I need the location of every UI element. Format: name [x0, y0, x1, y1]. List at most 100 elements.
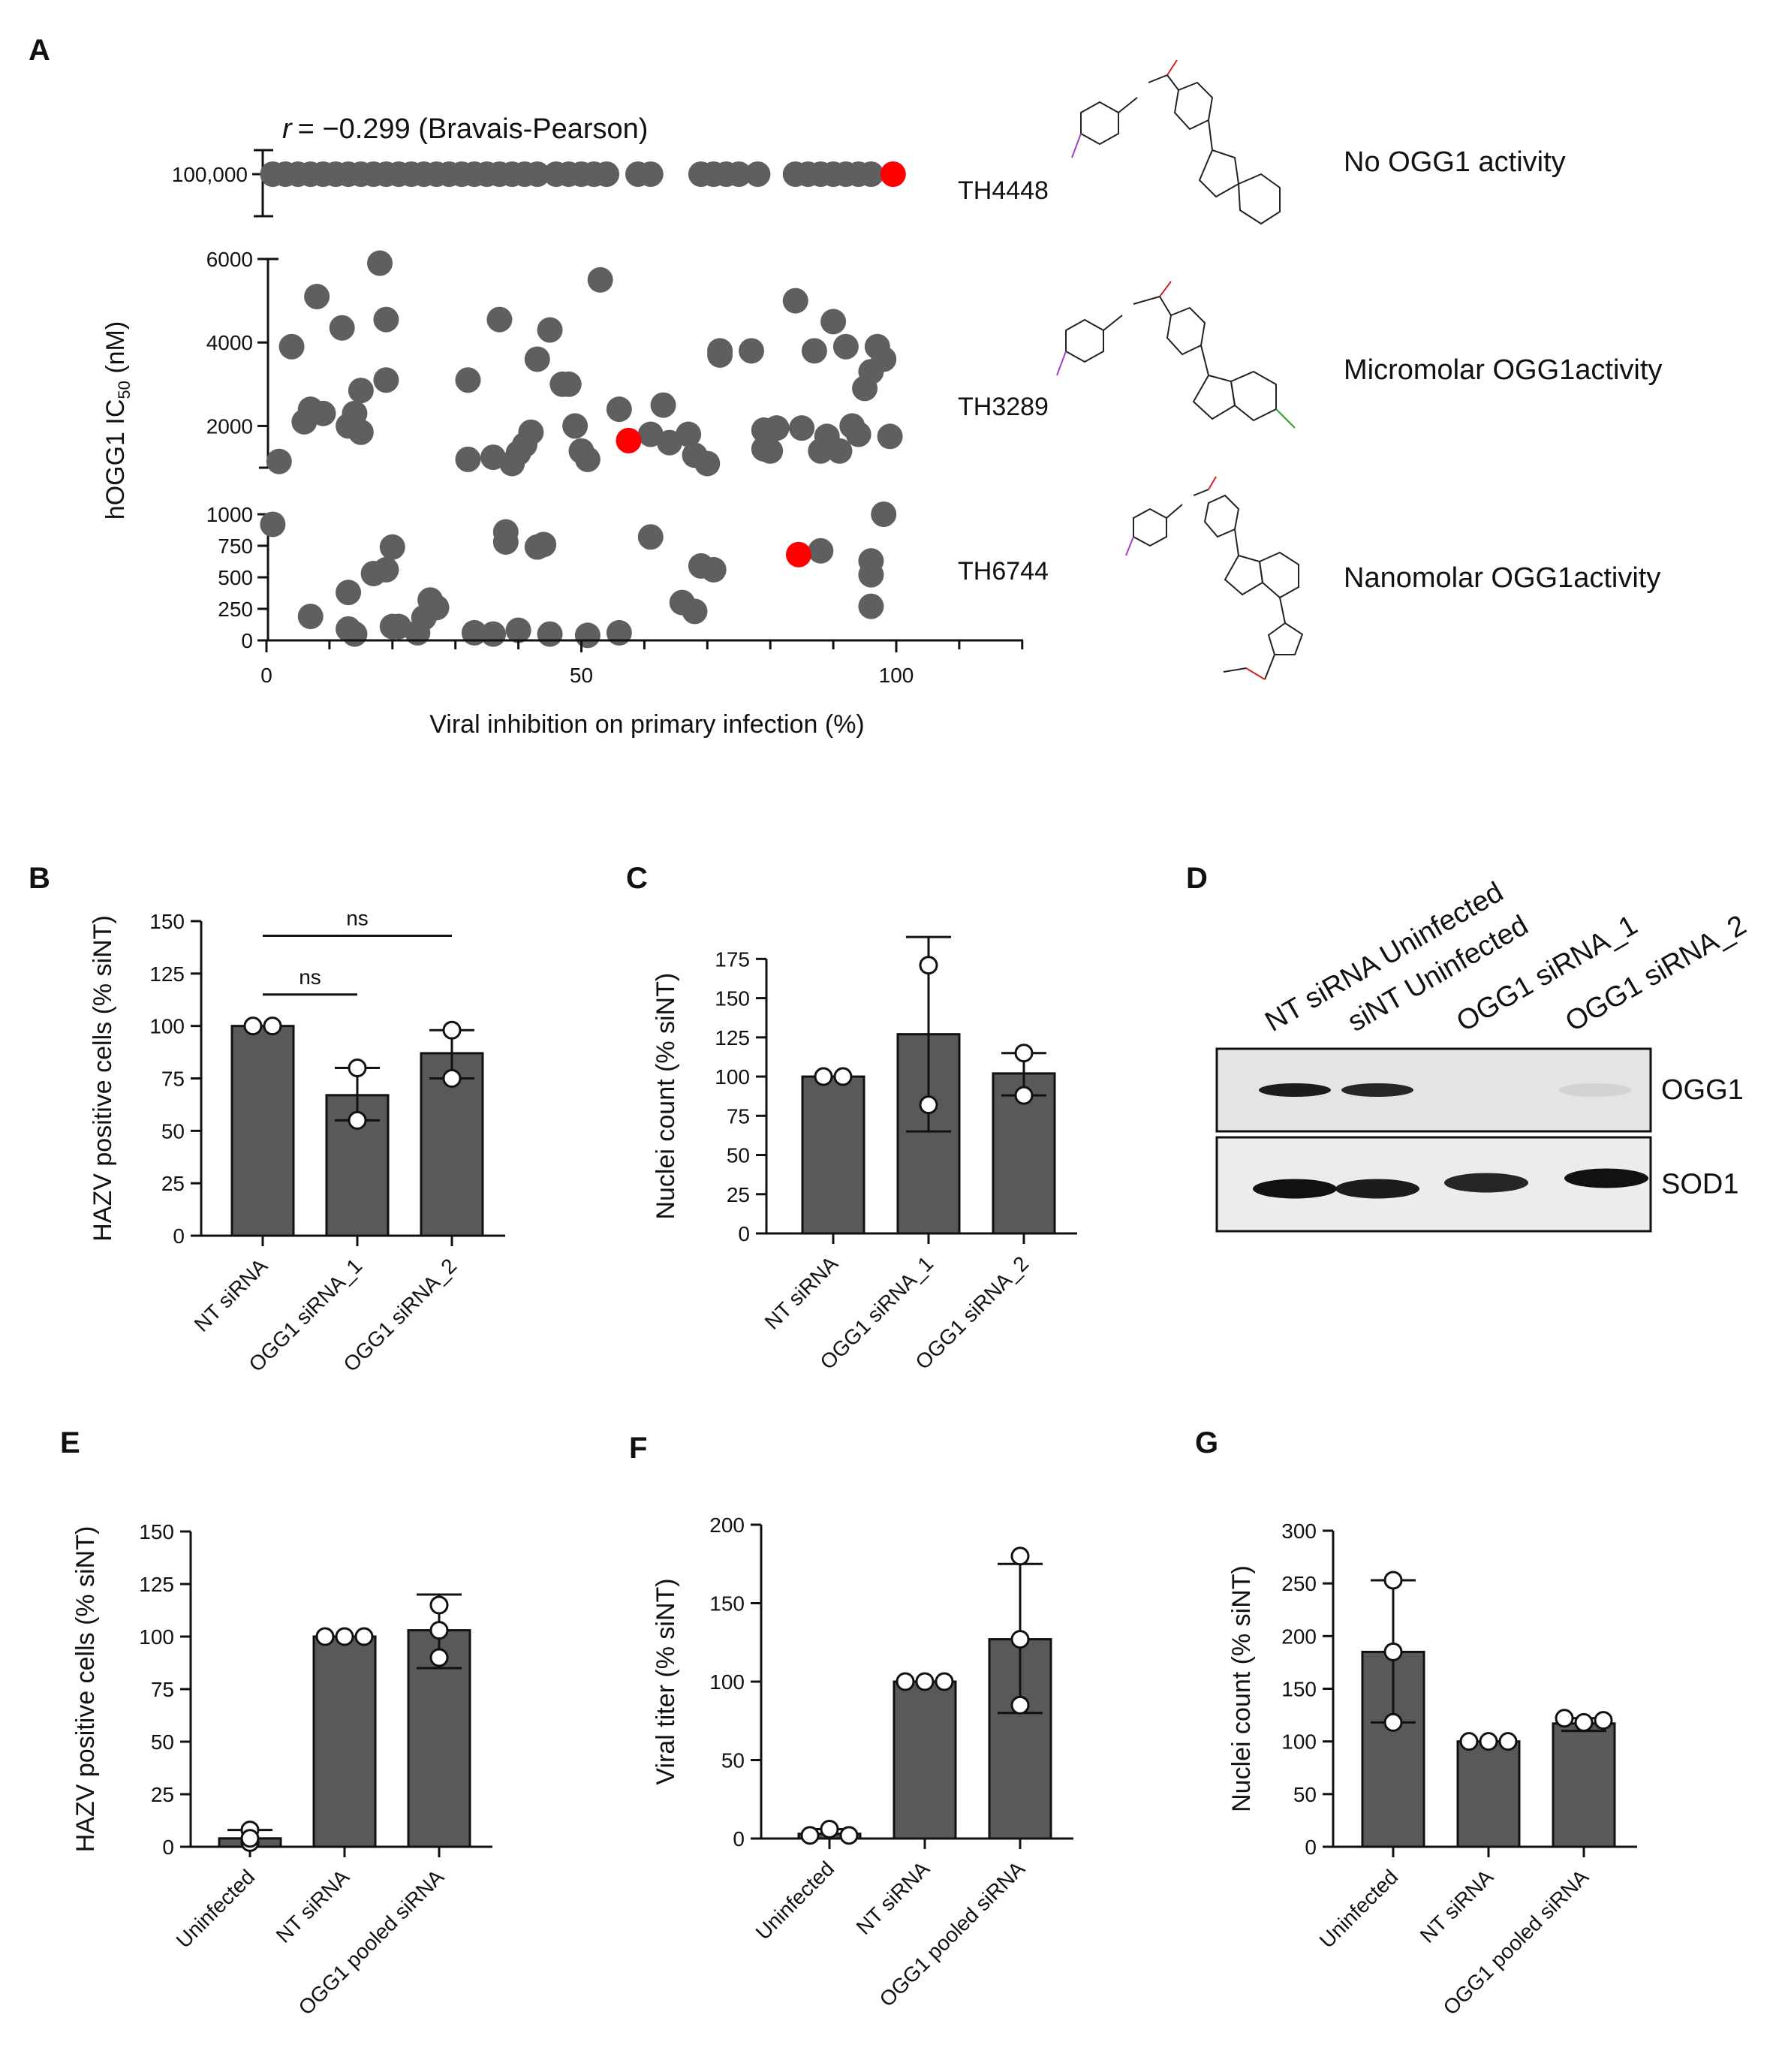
y-axis-label: HAZV positive cells (% siNT) [89, 915, 117, 1242]
data-point [278, 333, 305, 360]
replicate-point [814, 1067, 833, 1086]
data-point [858, 548, 884, 574]
y-axis-label: Nuclei count (% siNT) [652, 973, 680, 1220]
replicate-point [348, 1110, 367, 1130]
y-axis-label: HAZV positive cells (% siNT) [71, 1526, 100, 1853]
y-tick-label: 50 [151, 1730, 174, 1754]
y-tick-label: 250 [218, 598, 253, 621]
significance-label: ns [299, 965, 321, 989]
lane-label: OGG1 siRNA_2 [1561, 909, 1752, 1038]
replicate-point [919, 1095, 938, 1115]
replicate-point [335, 1627, 354, 1646]
y-tick-label: 50 [161, 1119, 185, 1143]
data-point [832, 333, 859, 360]
panel-letter-c: C [626, 862, 648, 895]
data-point [524, 161, 550, 187]
data-point [871, 346, 897, 372]
data-point [801, 338, 827, 364]
data-point [757, 438, 784, 464]
replicate-point [919, 956, 938, 975]
data-point [606, 396, 632, 423]
blot-band [1559, 1083, 1631, 1097]
panel-b-chart: 0 25 50 75 100 125 150 HAZV positive cells (% s… [89, 907, 505, 1376]
panel-c: C 0 25 50 75 100 125 150 175 Nuclei count (% siN… [626, 862, 1077, 1374]
data-point [342, 621, 368, 647]
ylabel-subscript: 50 [115, 381, 134, 399]
highlight-point-th3289 [616, 427, 642, 453]
activity-label-nanomolar: Nanomolar OGG1activity [1344, 562, 1660, 594]
correlation-text: = −0.299 (Bravais-Pearson) [298, 113, 649, 145]
panel-a-y-axes: 100,000 6000 4000 2000 1000 750 500 250 0 [172, 149, 278, 652]
y-tick-label: 750 [218, 535, 253, 558]
data-point [486, 306, 513, 333]
blot-band [1444, 1173, 1528, 1193]
replicate-point [1010, 1546, 1030, 1566]
data-point [531, 532, 557, 558]
data-point [694, 450, 721, 477]
structure-th4448 [1071, 59, 1281, 225]
data-point [524, 346, 550, 372]
panel-e-chart: 0 25 50 75 100 125 150 HAZV positive cells (% s… [71, 1520, 492, 2019]
replicate-point [839, 1826, 859, 1845]
structure-th3289 [1056, 281, 1296, 429]
panel-a: A r = −0.299 (Bravais-Pearson) hOGG1 IC50… [29, 34, 1662, 739]
data-point [379, 534, 405, 560]
blot-band [1341, 1083, 1413, 1097]
y-tick-label: 200 [1281, 1625, 1317, 1648]
blot-row-label: SOD1 [1661, 1169, 1738, 1200]
x-tick-label: 0 [260, 664, 272, 687]
activity-label-micromolar: Micromolar OGG1activity [1344, 354, 1662, 386]
highlight-point-th4448 [880, 161, 906, 187]
panel-letter-e: E [60, 1426, 80, 1459]
data-point [637, 524, 664, 550]
data-point [574, 446, 601, 472]
panel-letter-d: D [1186, 862, 1208, 895]
y-tick-label: 75 [161, 1068, 185, 1091]
data-point [310, 400, 336, 426]
data-point [789, 415, 815, 441]
data-point [348, 419, 374, 445]
data-point [707, 338, 733, 364]
data-point [858, 161, 884, 187]
category-label: NT siRNA [1416, 1865, 1498, 1947]
y-axis-label: Viral titer (% siNT) [652, 1578, 680, 1784]
bar [801, 1075, 865, 1235]
data-point [845, 421, 871, 447]
y-tick-label: 100 [715, 1065, 750, 1089]
replicate-point [429, 1595, 449, 1615]
significance-label: ns [346, 907, 369, 930]
replicate-point [1383, 1642, 1403, 1661]
category-label: Uninfected [172, 1865, 260, 1953]
category-label: NT siRNA [760, 1251, 843, 1334]
data-point [820, 309, 847, 335]
replicate-point [1479, 1732, 1498, 1751]
category-label: NT siRNA [852, 1857, 935, 1939]
data-point [537, 317, 563, 343]
replicate-point [1459, 1732, 1479, 1751]
data-point [700, 556, 727, 583]
data-point [562, 413, 588, 439]
panel-a-points [260, 161, 906, 649]
data-point [574, 622, 601, 649]
bar [893, 1680, 957, 1840]
data-point [555, 371, 582, 397]
panel-a-xlabel: Viral inhibition on primary infection (%… [429, 710, 865, 739]
bar [230, 1025, 295, 1237]
lane-label: OGG1 siRNA_1 [1452, 909, 1643, 1038]
data-point [329, 315, 355, 341]
highlight-point-th6744 [785, 541, 811, 568]
replicate-point [800, 1826, 820, 1845]
y-axis-label: Nuclei count (% siNT) [1227, 1565, 1256, 1812]
blot-row-label: OGG1 [1661, 1074, 1744, 1106]
compound-label-th3289: TH3289 [958, 393, 1049, 421]
compound-label-th6744: TH6744 [958, 557, 1049, 586]
replicate-point [263, 1016, 282, 1036]
y-tick-label: 25 [727, 1183, 750, 1206]
replicate-point [820, 1819, 839, 1839]
y-tick-label: 125 [149, 962, 185, 986]
replicate-point [243, 1016, 263, 1036]
ylabel-unit: (nM) [101, 321, 130, 381]
data-point [877, 423, 903, 450]
data-point [505, 617, 531, 643]
